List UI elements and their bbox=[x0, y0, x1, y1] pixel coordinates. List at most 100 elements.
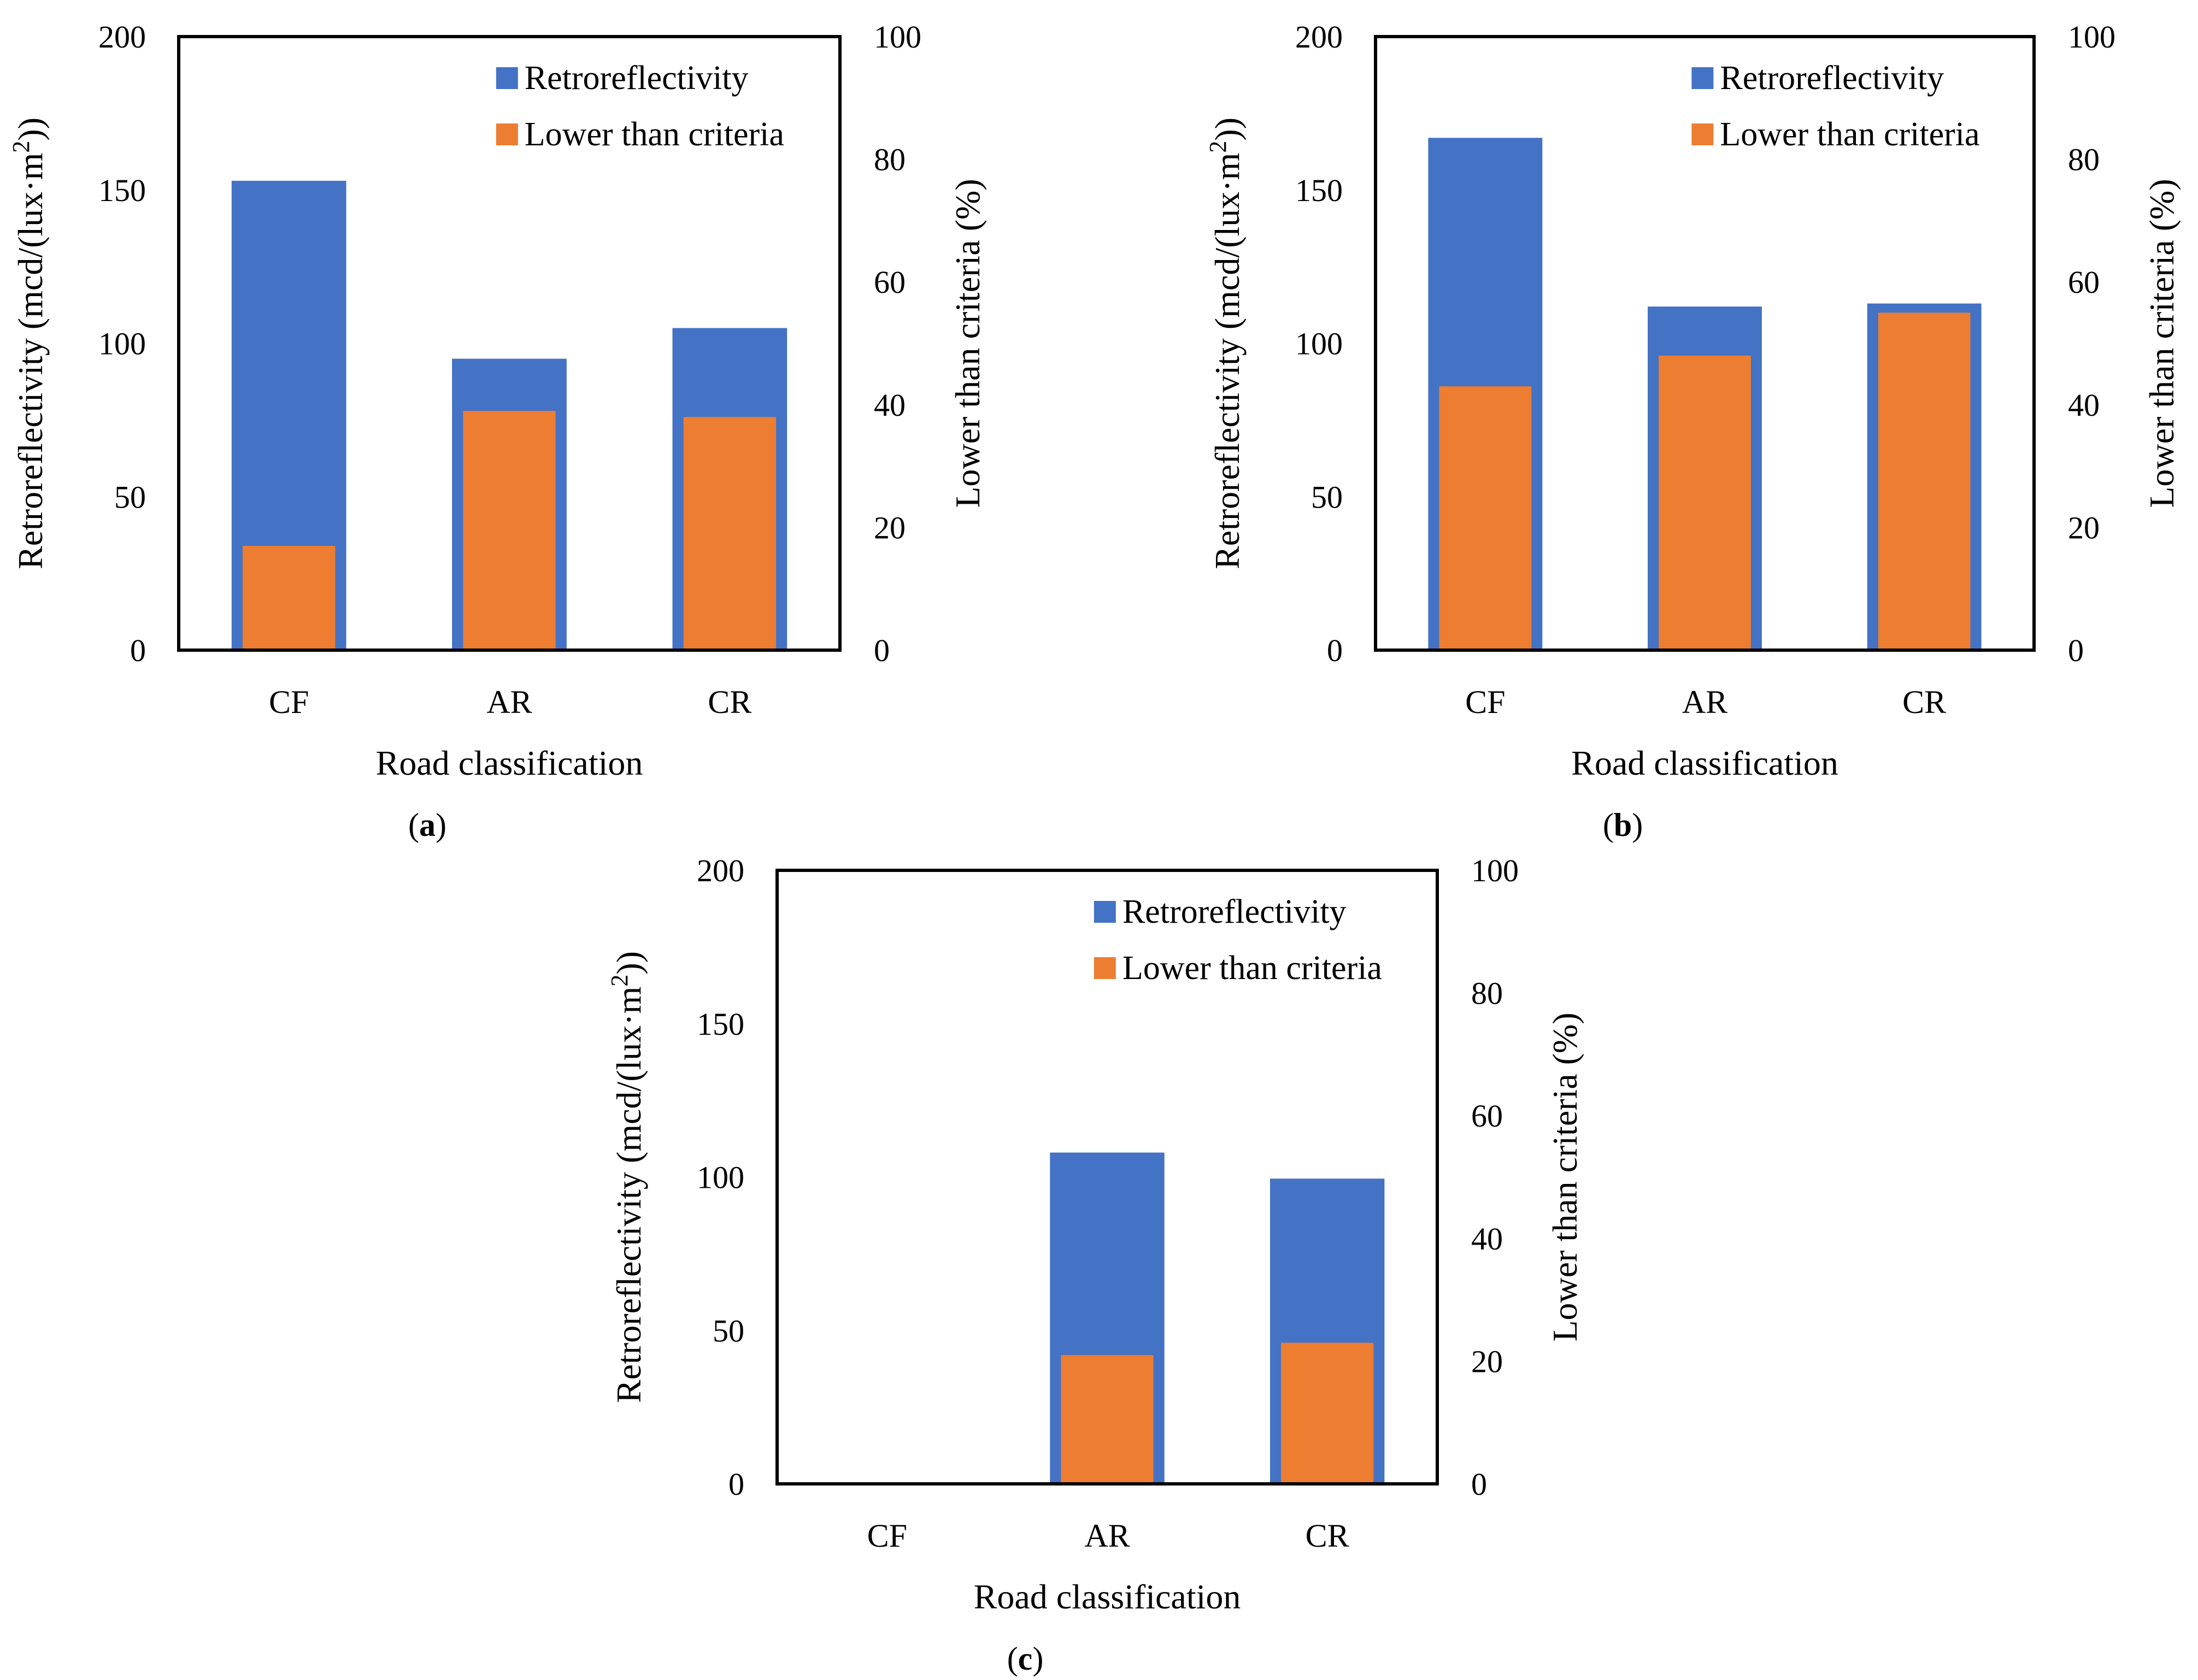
y-left-tick-label-100: 100 bbox=[98, 326, 146, 362]
y-right-tick-label-20: 20 bbox=[2068, 510, 2100, 545]
y-left-tick-label-0: 0 bbox=[728, 1466, 744, 1502]
panel-label: (b) bbox=[1603, 807, 1643, 843]
y-left-axis-title: Retroreflectivity (mcd/(lux·m2)) bbox=[8, 117, 50, 569]
x-axis-title: Road classification bbox=[1571, 744, 1838, 782]
panel-label-letter: b bbox=[1614, 807, 1632, 843]
y-left-tick-label-50: 50 bbox=[1311, 479, 1343, 515]
y-left-axis-title-main: Retroreflectivity (mcd/(lux·m bbox=[1208, 153, 1247, 569]
y-left-axis-title-main: Retroreflectivity (mcd/(lux·m bbox=[11, 153, 50, 569]
x-tick-label-cr: CR bbox=[1306, 1518, 1349, 1554]
plot-frame bbox=[177, 35, 842, 652]
x-tick-label-ar: AR bbox=[1682, 684, 1727, 720]
panel-label-open: ( bbox=[408, 807, 419, 843]
y-left-tick-label-200: 200 bbox=[697, 853, 744, 888]
legend-swatch-retroreflectivity bbox=[1094, 901, 1116, 923]
bar-lower-than-criteria-cr bbox=[683, 417, 777, 650]
panel-label-close: ) bbox=[1632, 807, 1643, 843]
y-left-tick-label-100: 100 bbox=[697, 1160, 744, 1195]
y-right-tick-label-60: 60 bbox=[874, 264, 906, 300]
y-right-tick-label-40: 40 bbox=[874, 387, 906, 423]
y-right-tick-label-40: 40 bbox=[2068, 387, 2100, 423]
x-tick-label-cf: CF bbox=[867, 1518, 907, 1554]
y-right-tick-label-20: 20 bbox=[874, 510, 906, 545]
x-tick-label-cf: CF bbox=[1465, 684, 1505, 720]
y-left-tick-label-100: 100 bbox=[1295, 326, 1343, 362]
legend-label-retroreflectivity: Retroreflectivity bbox=[525, 60, 749, 97]
legend-swatch-lower-than-criteria bbox=[496, 123, 518, 145]
y-left-axis-title: Retroreflectivity (mcd/(lux·m2)) bbox=[1204, 117, 1247, 569]
legend-swatch-retroreflectivity bbox=[496, 67, 518, 89]
bar-lower-than-criteria-ar bbox=[463, 411, 556, 650]
y-right-tick-label-80: 80 bbox=[874, 142, 906, 178]
panel-label-open: ( bbox=[1007, 1641, 1018, 1677]
chart-panel-c: CF AR CR 0 50 100 150 200 0 20 40 60 80 100 Road class… bbox=[606, 853, 1584, 1677]
legend-swatch-retroreflectivity bbox=[1691, 67, 1714, 89]
y-left-axis-title-end: )) bbox=[609, 951, 648, 975]
bar-lower-than-criteria-cf bbox=[1439, 386, 1532, 650]
panel-label-close: ) bbox=[1032, 1641, 1043, 1677]
y-right-tick-label-80: 80 bbox=[2068, 142, 2100, 178]
y-left-tick-label-50: 50 bbox=[114, 479, 146, 515]
y-right-tick-label-60: 60 bbox=[2068, 264, 2100, 300]
y-left-tick-label-50: 50 bbox=[713, 1313, 744, 1348]
y-left-tick-label-150: 150 bbox=[697, 1006, 744, 1042]
bar-lower-than-criteria-ar bbox=[1659, 355, 1751, 650]
x-tick-label-cr: CR bbox=[1902, 684, 1946, 720]
plot-frame bbox=[1374, 35, 2036, 652]
bar-lower-than-criteria-cr bbox=[1281, 1342, 1374, 1484]
x-tick-label-cf: CF bbox=[269, 684, 309, 720]
chart-panel-a: CF AR CR 0 50 100 150 200 0 20 40 60 80 100 Road class… bbox=[8, 19, 987, 843]
y-right-axis-title: Lower than criteria (%) bbox=[1545, 1012, 1584, 1341]
panel-label-letter: c bbox=[1018, 1641, 1033, 1677]
y-right-axis-title: Lower than criteria (%) bbox=[2142, 179, 2181, 508]
legend-label-lower-than-criteria: Lower than criteria bbox=[1720, 116, 1979, 153]
legend-label-retroreflectivity: Retroreflectivity bbox=[1720, 60, 1944, 97]
y-right-tick-label-100: 100 bbox=[874, 19, 921, 55]
bar-lower-than-criteria-cr bbox=[1878, 313, 1971, 650]
bar-lower-than-criteria-cf bbox=[242, 546, 336, 650]
x-axis-title: Road classification bbox=[376, 744, 643, 782]
y-right-tick-label-0: 0 bbox=[2068, 633, 2084, 668]
panel-label-letter: a bbox=[419, 807, 436, 843]
x-tick-label-ar: AR bbox=[486, 684, 532, 720]
chart-panel-b: CF AR CR 0 50 100 150 200 0 20 40 60 80 100 Road class… bbox=[1204, 19, 2181, 843]
y-right-tick-label-40: 40 bbox=[1471, 1221, 1503, 1257]
legend-label-lower-than-criteria: Lower than criteria bbox=[1122, 950, 1382, 987]
legend-label-lower-than-criteria: Lower than criteria bbox=[525, 116, 784, 153]
plot-frame bbox=[775, 869, 1439, 1486]
y-left-tick-label-0: 0 bbox=[1327, 633, 1343, 668]
x-tick-label-ar: AR bbox=[1084, 1518, 1130, 1554]
y-left-tick-label-200: 200 bbox=[98, 19, 146, 55]
y-left-axis-title-sup: 2 bbox=[1204, 141, 1231, 153]
y-left-tick-label-150: 150 bbox=[98, 173, 146, 208]
y-right-tick-label-80: 80 bbox=[1471, 976, 1503, 1011]
y-right-tick-label-20: 20 bbox=[1471, 1343, 1503, 1379]
y-left-axis-title-sup: 2 bbox=[606, 975, 633, 987]
y-right-tick-label-0: 0 bbox=[874, 633, 890, 668]
legend-label-retroreflectivity: Retroreflectivity bbox=[1122, 893, 1347, 930]
panel-label: (a) bbox=[408, 807, 446, 843]
y-left-tick-label-150: 150 bbox=[1295, 173, 1343, 208]
y-right-tick-label-100: 100 bbox=[1471, 853, 1519, 888]
y-right-tick-label-60: 60 bbox=[1471, 1098, 1503, 1134]
bar-lower-than-criteria-ar bbox=[1061, 1355, 1154, 1484]
legend-swatch-lower-than-criteria bbox=[1691, 123, 1714, 145]
y-left-axis-title-main: Retroreflectivity (mcd/(lux·m bbox=[609, 987, 648, 1403]
y-left-tick-label-0: 0 bbox=[130, 633, 146, 668]
x-tick-label-cr: CR bbox=[708, 684, 751, 720]
y-right-tick-label-100: 100 bbox=[2068, 19, 2115, 55]
y-left-axis-title: Retroreflectivity (mcd/(lux·m2)) bbox=[606, 951, 648, 1403]
panel-label: (c) bbox=[1007, 1641, 1044, 1677]
legend-swatch-lower-than-criteria bbox=[1094, 957, 1116, 979]
y-left-axis-title-sup: 2 bbox=[8, 141, 34, 153]
y-left-axis-title-end: )) bbox=[11, 117, 50, 141]
y-left-tick-label-200: 200 bbox=[1295, 19, 1343, 55]
x-axis-title: Road classification bbox=[974, 1577, 1241, 1616]
y-right-tick-label-0: 0 bbox=[1471, 1466, 1487, 1502]
y-right-axis-title: Lower than criteria (%) bbox=[948, 179, 987, 508]
panel-label-open: ( bbox=[1603, 807, 1614, 843]
panel-label-close: ) bbox=[436, 807, 446, 843]
y-left-axis-title-end: )) bbox=[1208, 117, 1247, 141]
